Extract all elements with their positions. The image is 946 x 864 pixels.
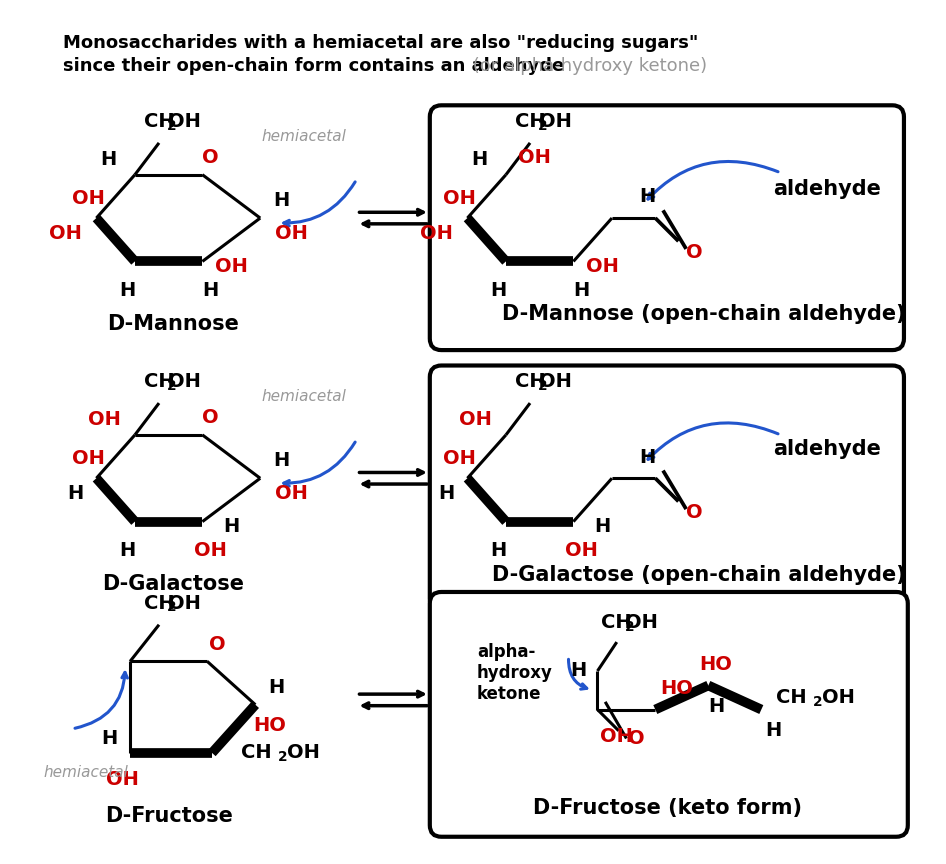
Text: 2: 2 (166, 600, 176, 614)
Text: H: H (570, 662, 587, 681)
Text: H: H (67, 484, 83, 503)
Text: D-Mannose: D-Mannose (108, 314, 239, 334)
Text: H: H (223, 517, 239, 536)
Text: hydroxy: hydroxy (477, 664, 552, 682)
Text: 2: 2 (624, 619, 634, 633)
Text: CH: CH (144, 112, 174, 131)
Text: H: H (273, 451, 289, 470)
Text: H: H (471, 149, 487, 168)
Text: CH: CH (144, 594, 174, 613)
FancyBboxPatch shape (429, 365, 904, 610)
Text: OH: OH (625, 613, 658, 632)
Text: 2: 2 (166, 378, 176, 393)
Text: H: H (100, 149, 116, 168)
Text: OH: OH (167, 594, 201, 613)
Text: aldehyde: aldehyde (773, 440, 881, 460)
Text: hemiacetal: hemiacetal (261, 389, 346, 403)
Text: H: H (438, 484, 454, 503)
Text: OH: OH (167, 112, 201, 131)
Text: H: H (201, 281, 219, 300)
Text: H: H (273, 191, 289, 210)
Text: OH: OH (274, 484, 307, 503)
Text: H: H (708, 697, 724, 716)
Text: (or alpha-hydroxy ketone): (or alpha-hydroxy ketone) (467, 57, 708, 75)
Text: ketone: ketone (477, 685, 541, 703)
Text: O: O (208, 634, 225, 653)
Text: H: H (639, 187, 656, 206)
Text: CH: CH (515, 112, 545, 131)
Text: OH: OH (538, 112, 571, 131)
Text: D-Galactose (open-chain aldehyde): D-Galactose (open-chain aldehyde) (492, 565, 905, 585)
Text: H: H (119, 541, 135, 560)
Text: H: H (639, 448, 656, 467)
Text: OH: OH (444, 189, 476, 208)
Text: OH: OH (538, 372, 571, 391)
Text: H: H (764, 721, 781, 740)
Text: D-Fructose (keto form): D-Fructose (keto form) (534, 797, 802, 818)
Text: OH: OH (167, 372, 201, 391)
Text: 2: 2 (166, 118, 176, 132)
Text: OH: OH (49, 224, 82, 243)
Text: CH: CH (241, 743, 272, 762)
Text: 2: 2 (277, 750, 287, 764)
Text: OH: OH (274, 224, 307, 243)
Text: OH: OH (215, 257, 248, 276)
Text: OH: OH (194, 541, 226, 560)
Text: O: O (201, 408, 219, 427)
Text: CH: CH (602, 613, 632, 632)
Text: CH: CH (515, 372, 545, 391)
Text: OH: OH (459, 410, 492, 429)
Text: OH: OH (72, 449, 105, 468)
Text: O: O (686, 504, 702, 523)
FancyBboxPatch shape (429, 592, 908, 836)
Text: D-Mannose (open-chain aldehyde): D-Mannose (open-chain aldehyde) (501, 304, 905, 324)
Text: O: O (201, 148, 219, 167)
Text: H: H (269, 678, 285, 697)
FancyBboxPatch shape (429, 105, 904, 350)
Text: H: H (119, 281, 135, 300)
Text: OH: OH (288, 743, 320, 762)
Text: OH: OH (106, 771, 139, 790)
Text: OH: OH (420, 224, 453, 243)
Text: CH: CH (776, 689, 806, 708)
Text: OH: OH (822, 689, 855, 708)
Text: 2: 2 (813, 695, 822, 708)
Text: HO: HO (700, 655, 732, 674)
Text: H: H (490, 541, 506, 560)
Text: OH: OH (88, 410, 120, 429)
Text: 2: 2 (538, 118, 548, 132)
Text: OH: OH (601, 727, 633, 746)
Text: H: H (594, 517, 610, 536)
Text: 2: 2 (538, 378, 548, 393)
Text: H: H (490, 281, 506, 300)
Text: OH: OH (518, 148, 552, 167)
Text: H: H (573, 281, 589, 300)
Text: HO: HO (660, 679, 693, 698)
Text: OH: OH (565, 541, 598, 560)
Text: hemiacetal: hemiacetal (261, 129, 346, 143)
Text: OH: OH (586, 257, 619, 276)
Text: H: H (101, 729, 117, 748)
Text: CH: CH (144, 372, 174, 391)
Text: since their open-chain form contains an aldehyde: since their open-chain form contains an … (62, 57, 564, 75)
Text: Monosaccharides with a hemiacetal are also "reducing sugars": Monosaccharides with a hemiacetal are al… (62, 34, 698, 52)
Text: HO: HO (254, 716, 287, 735)
Text: D-Fructose: D-Fructose (105, 805, 233, 826)
Text: O: O (686, 244, 702, 263)
Text: O: O (628, 729, 644, 748)
Text: OH: OH (444, 449, 476, 468)
Text: alpha-: alpha- (477, 643, 535, 661)
Text: aldehyde: aldehyde (773, 179, 881, 199)
Text: OH: OH (72, 189, 105, 208)
Text: hemiacetal: hemiacetal (44, 765, 129, 779)
Text: D-Galactose: D-Galactose (102, 575, 244, 594)
